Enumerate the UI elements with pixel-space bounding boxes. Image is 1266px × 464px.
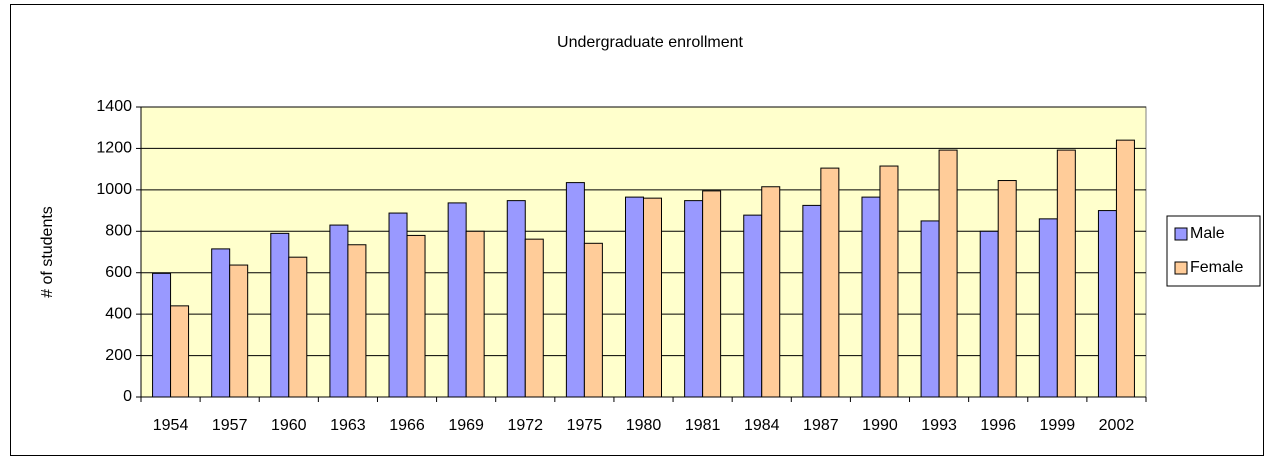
x-tick-label: 1990 (862, 417, 898, 434)
y-tick-label: 1000 (96, 181, 132, 198)
bar (761, 186, 781, 398)
y-tick-label: 1200 (96, 140, 132, 157)
y-tick-label: 200 (105, 347, 132, 364)
x-tick-label: 1993 (921, 417, 957, 434)
y-axis-label: # of students (39, 206, 56, 298)
bar (920, 220, 940, 398)
bar (643, 197, 662, 398)
y-tick-label: 1400 (96, 98, 132, 115)
x-tick-label: 1980 (626, 417, 662, 434)
bar (329, 224, 349, 398)
x-tick-label: 1960 (271, 417, 307, 434)
bar (743, 214, 763, 398)
bar (211, 248, 231, 398)
x-tick-label: 1966 (389, 417, 425, 434)
bar (625, 196, 644, 398)
bar (1097, 210, 1117, 398)
bar (388, 212, 408, 398)
bar (288, 256, 308, 398)
bar (1038, 218, 1058, 398)
y-tick-label: 400 (105, 305, 132, 322)
bar (861, 196, 881, 398)
bar (524, 238, 544, 398)
bar (447, 202, 467, 398)
chart-title: Undergraduate enrollment (557, 34, 743, 51)
bar (702, 190, 722, 398)
bar (1115, 139, 1135, 398)
bar (170, 305, 190, 398)
bar (229, 264, 249, 398)
bar (347, 244, 367, 398)
bar (997, 180, 1017, 398)
x-tick-label: 1954 (153, 417, 189, 434)
x-tick-label: 1969 (448, 417, 484, 434)
legend-label: Female (1190, 259, 1243, 276)
bar (270, 232, 290, 398)
x-tick-label: 1999 (1040, 417, 1076, 434)
bar (820, 167, 840, 398)
legend-swatch (1174, 261, 1188, 275)
x-tick-label: 1984 (744, 417, 780, 434)
bar (1056, 149, 1076, 398)
bar (565, 182, 585, 398)
x-tick-label: 1957 (212, 417, 248, 434)
x-tick-label: 2002 (1099, 417, 1135, 434)
x-tick-label: 1996 (980, 417, 1016, 434)
bar (879, 165, 899, 398)
y-tick-label: 800 (105, 223, 132, 240)
bar (465, 230, 485, 398)
bar (802, 204, 822, 398)
x-tick-label: 1972 (507, 417, 543, 434)
legend-swatch (1174, 227, 1188, 241)
bar (684, 200, 704, 398)
y-tick-label: 600 (105, 264, 132, 281)
x-tick-label: 1963 (330, 417, 366, 434)
bar (406, 234, 426, 398)
bar (938, 149, 958, 398)
bar (583, 242, 603, 398)
bar (979, 230, 999, 398)
y-tick-label: 0 (123, 388, 132, 405)
x-tick-label: 1975 (567, 417, 603, 434)
x-tick-label: 1981 (685, 417, 721, 434)
bar (152, 272, 172, 398)
x-tick-label: 1987 (803, 417, 839, 434)
legend-label: Male (1190, 225, 1225, 242)
bar (506, 200, 526, 398)
